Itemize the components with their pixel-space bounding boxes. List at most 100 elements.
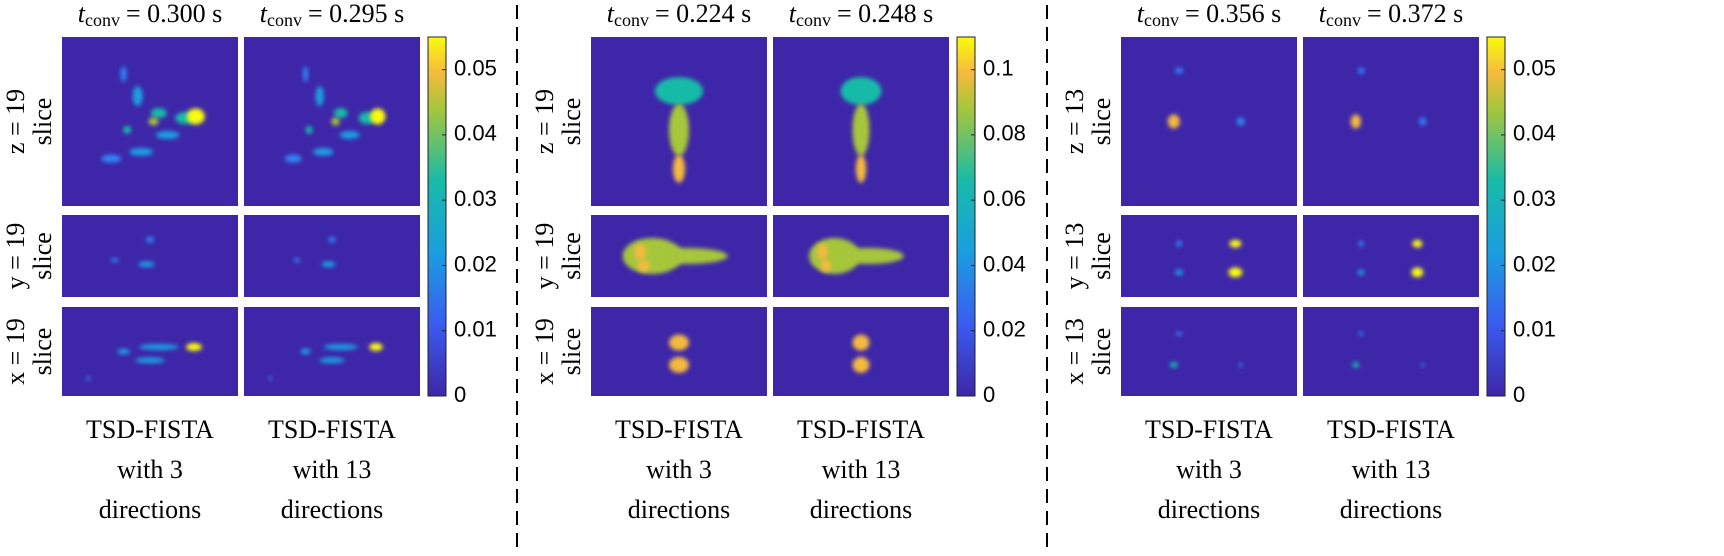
intensity-blob: [669, 103, 689, 156]
image-panel: [1303, 37, 1479, 206]
intensity-blob: [321, 261, 336, 268]
row-label: y = 19: [1, 223, 30, 290]
intensity-blob: [637, 259, 650, 272]
caption: TSD-FISTA: [797, 415, 925, 444]
colorbar-tick-label: 0.01: [1513, 317, 1556, 342]
intensity-blob: [647, 248, 728, 264]
image-panel: [773, 307, 949, 396]
intensity-blob: [1229, 239, 1242, 248]
time-symbol: t: [1319, 0, 1327, 28]
intensity-blob: [369, 343, 383, 352]
image-panel: [1303, 307, 1479, 396]
intensity-blob: [138, 344, 179, 351]
intensity-blob: [268, 376, 273, 381]
intensity-blob: [313, 147, 334, 156]
intensity-blob: [669, 356, 689, 373]
row-label: slice: [1087, 232, 1116, 280]
intensity-blob: [1358, 331, 1364, 336]
time-value: = 0.372 s: [1367, 0, 1463, 28]
intensity-blob: [123, 125, 132, 134]
intensity-blob: [186, 108, 205, 125]
caption: directions: [1340, 495, 1443, 524]
intensity-blob: [370, 108, 386, 125]
intensity-blob: [1175, 67, 1184, 74]
time-label: tconv = 0.356 s: [1137, 0, 1282, 30]
intensity-blob: [86, 376, 91, 381]
intensity-blob: [148, 117, 159, 126]
time-label: tconv = 0.300 s: [78, 0, 223, 30]
intensity-blob: [315, 86, 324, 107]
caption: with 3: [117, 455, 183, 484]
time-subscript: conv: [85, 10, 120, 30]
intensity-blob: [1357, 67, 1365, 74]
row-label: slice: [28, 98, 57, 146]
colorbar-tick-label: 0: [454, 382, 466, 407]
time-value: = 0.248 s: [837, 0, 933, 28]
caption: directions: [99, 495, 202, 524]
image-panel: [1303, 215, 1479, 297]
intensity-blob: [1236, 117, 1245, 126]
intensity-blob: [150, 108, 167, 119]
intensity-blob: [110, 258, 119, 263]
intensity-blob: [852, 103, 870, 156]
intensity-blob: [1358, 240, 1364, 247]
intensity-blob: [1176, 240, 1183, 247]
intensity-blob: [655, 77, 703, 106]
intensity-blob: [293, 258, 301, 263]
intensity-blob: [186, 343, 202, 352]
row-label: slice: [557, 232, 586, 280]
intensity-blob: [319, 357, 345, 364]
intensity-blob: [284, 154, 302, 163]
intensity-blob: [323, 344, 358, 351]
image-panel: [591, 307, 767, 396]
intensity-blob: [328, 236, 336, 243]
colorbar: [1486, 36, 1506, 397]
intensity-blob: [334, 108, 348, 119]
row-label: y = 13: [1060, 223, 1089, 290]
intensity-blob: [1238, 362, 1243, 367]
colorbar-tick-label: 0: [1513, 382, 1525, 407]
caption: directions: [1158, 495, 1261, 524]
colorbar-tick-label: 0.01: [454, 317, 497, 342]
intensity-blob: [852, 356, 870, 373]
caption: directions: [281, 495, 384, 524]
intensity-blob: [820, 259, 831, 272]
row-label: slice: [1087, 98, 1116, 146]
row-label: x = 19: [1, 318, 30, 385]
intensity-blob: [1412, 239, 1423, 248]
caption: with 3: [1176, 455, 1242, 484]
intensity-blob: [138, 261, 155, 268]
time-subscript: conv: [614, 10, 649, 30]
intensity-blob: [129, 147, 154, 156]
row-label: slice: [557, 98, 586, 146]
intensity-blob: [135, 357, 165, 364]
colorbar-tick-label: 0.1: [983, 55, 1014, 80]
caption: with 13: [293, 455, 372, 484]
colorbar-tick-label: 0.02: [454, 251, 497, 276]
colorbar-tick-label: 0.02: [1513, 251, 1556, 276]
intensity-blob: [673, 154, 685, 183]
colorbar-tick-label: 0.03: [454, 186, 497, 211]
intensity-blob: [817, 243, 828, 260]
time-subscript: conv: [1326, 10, 1361, 30]
intensity-blob: [120, 66, 127, 83]
time-label: tconv = 0.248 s: [789, 0, 934, 30]
intensity-blob: [634, 243, 647, 260]
row-label: z = 13: [1060, 89, 1089, 154]
intensity-blob: [1167, 114, 1180, 129]
row-label: slice: [28, 328, 57, 376]
time-symbol: t: [260, 0, 268, 28]
colorbar-tick-label: 0.06: [983, 186, 1026, 211]
row-label: y = 19: [530, 223, 559, 290]
intensity-blob: [1411, 267, 1424, 278]
image-panel: [1121, 307, 1297, 396]
intensity-blob: [117, 348, 130, 355]
time-symbol: t: [1137, 0, 1145, 28]
caption: directions: [810, 495, 913, 524]
caption: directions: [628, 495, 731, 524]
intensity-blob: [669, 334, 689, 351]
row-label: slice: [557, 328, 586, 376]
colorbar-tick-label: 0.02: [983, 317, 1026, 342]
intensity-blob: [1419, 117, 1427, 126]
time-value: = 0.295 s: [308, 0, 404, 28]
